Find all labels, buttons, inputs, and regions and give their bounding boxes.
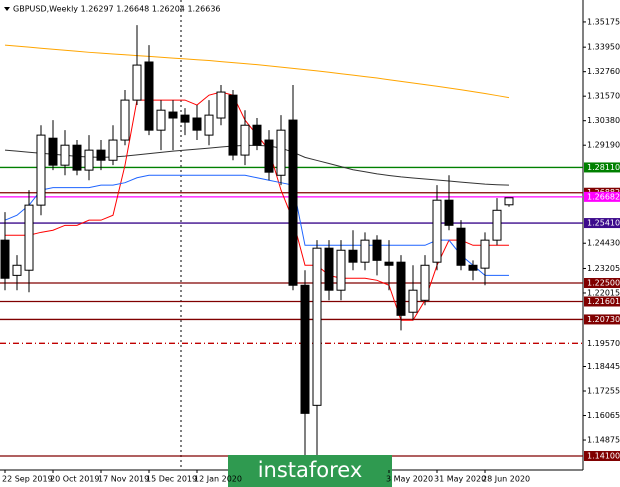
candle-body [144,61,154,131]
candle-body [120,99,130,141]
candle-body [204,114,214,136]
candle-body [432,199,442,263]
x-tick-label: 31 May 2020 [434,475,486,484]
x-tick-label: 22 Sep 2019 [2,475,53,484]
x-tick-label: 20 Oct 2019 [50,475,99,484]
candle-body [48,137,58,166]
plot-area [0,25,583,457]
y-tick-label: 1.32760 [587,67,620,76]
candle-body [468,264,478,271]
x-tick-label: 15 Dec 2019 [146,475,197,484]
y-tick-label: 1.19570 [587,339,620,348]
watermark-text: instaforex [258,458,363,482]
candle-body [396,261,406,316]
y-tick-label: 1.24430 [587,239,620,248]
candle-body [12,264,22,276]
y-tick-label: 1.35175 [587,17,620,26]
candle-body [180,114,190,123]
level-label-box [584,277,620,288]
candle-body [492,209,502,241]
indicator-line [4,174,509,276]
level-label: 1.26682 [587,192,620,201]
level-label: 1.28110 [587,163,620,172]
candle-body [156,109,166,131]
candle-body [192,117,202,131]
candle-body [60,144,70,166]
level-label-box [584,450,620,461]
y-tick-label: 1.22015 [587,288,620,297]
candle-body [456,227,466,266]
candle-body [252,124,262,146]
candle-body [480,239,490,269]
menu-arrow [4,7,10,11]
y-tick-label: 1.33950 [587,43,620,52]
y-tick-label: 1.18445 [587,362,620,371]
watermark: instaforex [228,455,392,487]
candle-body [408,289,418,313]
candle-body [336,249,346,291]
indicator-line [4,44,510,99]
y-tick-label: 1.17255 [587,387,620,396]
candle-body [384,261,394,266]
candle-body [324,247,334,291]
candle-body [0,239,10,279]
candle-body [24,204,34,271]
level-label-box [584,296,620,307]
candle-body [36,134,46,206]
y-tick-label: 1.16065 [587,411,620,420]
x-tick-label: 12 Jan 2020 [194,475,242,484]
candle-body [372,239,382,261]
candle-body [300,284,310,414]
level-label-box [584,191,620,202]
y-tick-label: 1.29190 [587,141,620,150]
candle-body [84,149,94,171]
candle-body [276,129,286,176]
y-tick-label: 1.14875 [587,436,620,445]
candle-body [240,124,250,156]
candle-body [108,139,118,161]
y-tick-label: 1.23205 [587,264,620,273]
candle-body [444,199,454,226]
candle-body [96,149,106,161]
y-tick-label: 1.30380 [587,116,620,125]
y-tick-label: 1.31570 [587,92,620,101]
candle-body [72,144,82,171]
level-label: 1.20730 [587,315,620,324]
x-tick-label: 28 Jun 2020 [482,475,530,484]
chart-title: GBPUSD,Weekly 1.26297 1.26648 1.26204 1.… [13,5,221,14]
candle-body [360,239,370,263]
candle-body [216,91,226,119]
level-label: 1.25410 [587,219,620,228]
level-label-box [584,162,620,173]
level-label: 1.14100 [587,451,620,460]
x-tick-label: 3 May 2020 [386,475,433,484]
level-label-box [584,314,620,325]
level-label-box [584,218,620,229]
candle-body [168,111,178,119]
candle-body [228,94,238,156]
candle-body [288,119,298,286]
candle-body [264,139,274,173]
candle-body [420,264,430,301]
watermark-box [228,455,392,487]
level-label: 1.22500 [587,278,620,287]
candle-body [348,249,358,263]
x-tick-label: 17 Nov 2019 [98,475,149,484]
candle-body [312,247,322,406]
candle-body [504,197,514,206]
candle-body [132,64,142,101]
level-label: 1.21601 [587,297,620,306]
